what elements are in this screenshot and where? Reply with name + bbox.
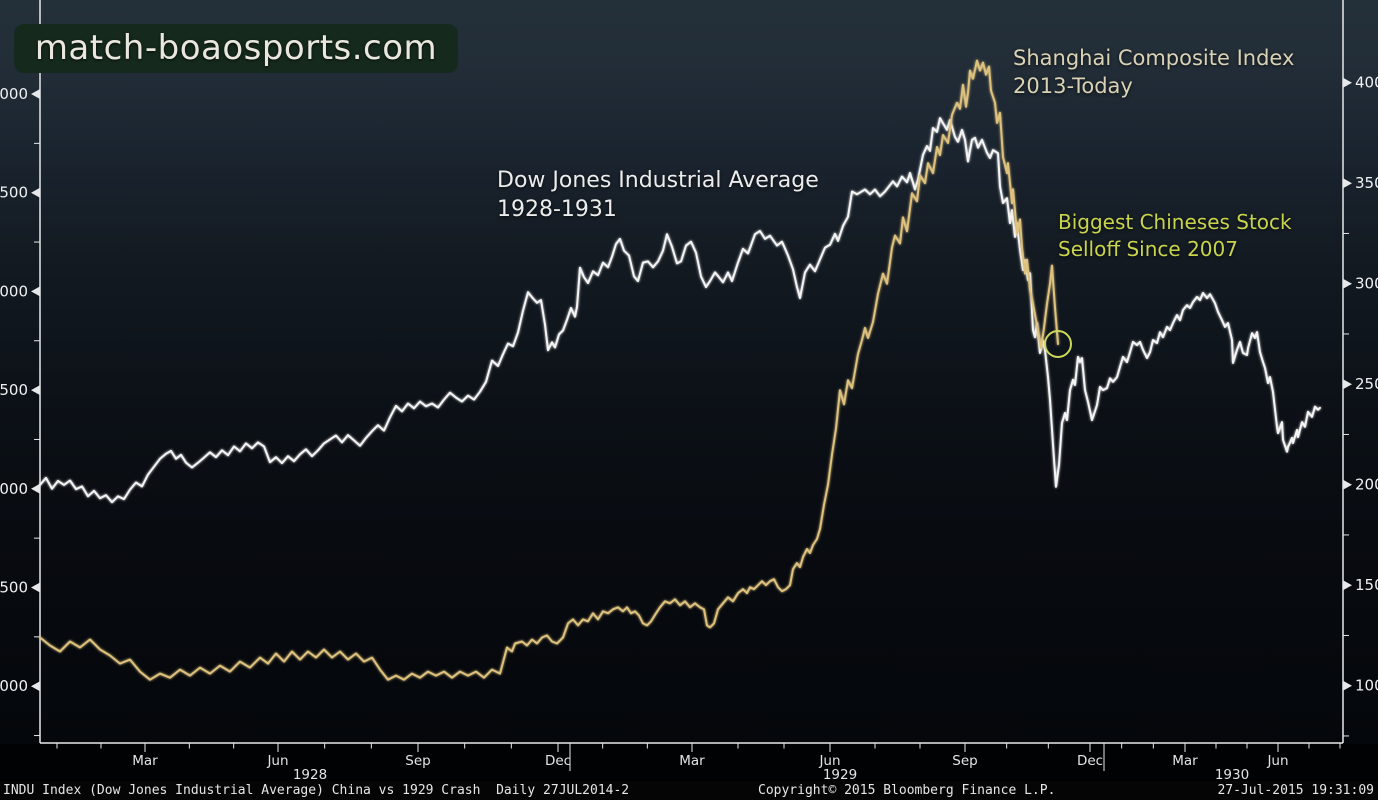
left-axis-tick-label: 3000 bbox=[0, 480, 28, 498]
right-axis-tick-label: 300 bbox=[1355, 275, 1378, 293]
left-axis-tick-marker bbox=[31, 89, 40, 99]
status-copyright: Copyright© 2015 Bloomberg Finance L.P. bbox=[758, 783, 1056, 798]
x-axis-year-label: 1929 bbox=[823, 767, 857, 783]
right-axis-tick-label: 150 bbox=[1355, 576, 1378, 594]
right-axis-tick-marker bbox=[1343, 680, 1352, 691]
x-axis-month-label: Jun bbox=[818, 753, 840, 769]
left-axis-tick-marker bbox=[31, 385, 40, 396]
dow-series-line bbox=[39, 117, 1321, 504]
x-axis-year-label: 1928 bbox=[293, 767, 327, 783]
x-axis-year-label: 1930 bbox=[1215, 767, 1249, 783]
x-axis-month-label: Sep bbox=[405, 753, 430, 769]
right-axis-tick-label: 200 bbox=[1355, 476, 1378, 494]
selloff-annotation-label: Biggest Chineses Stock Selloff Since 200… bbox=[1058, 209, 1292, 263]
selloff-annotation-circle bbox=[1044, 330, 1072, 358]
right-axis-tick-marker bbox=[1343, 580, 1352, 591]
x-axis-month-label: Mar bbox=[1172, 753, 1198, 769]
left-axis-tick-marker bbox=[31, 483, 40, 494]
x-axis-month-label: Jun bbox=[266, 753, 288, 769]
x-axis-month-label: Mar bbox=[132, 753, 158, 769]
status-chart-description: INDU Index (Dow Jones Industrial Average… bbox=[3, 783, 630, 798]
left-axis-tick-marker bbox=[31, 582, 40, 593]
selloff-annotation-line1: Biggest Chineses Stock bbox=[1058, 210, 1292, 234]
left-axis-tick-label: 3500 bbox=[0, 381, 28, 399]
right-axis-tick-label: 400 bbox=[1355, 74, 1378, 92]
left-axis-tick-label: 2500 bbox=[0, 579, 28, 597]
right-axis-tick-marker bbox=[1343, 278, 1352, 289]
x-axis-month-label: Dec bbox=[545, 753, 571, 769]
status-bar: INDU Index (Dow Jones Industrial Average… bbox=[0, 781, 1378, 800]
left-axis-tick-marker bbox=[31, 681, 40, 692]
left-axis-tick-label: 4000 bbox=[0, 282, 28, 300]
dow-series-label: Dow Jones Industrial Average 1928-1931 bbox=[497, 166, 819, 224]
shanghai-series-label-line2: 2013-Today bbox=[1013, 74, 1133, 98]
right-axis-tick-marker bbox=[1343, 479, 1352, 490]
watermark: match-boaosports.com bbox=[14, 24, 458, 73]
shanghai-series-label-line1: Shanghai Composite Index bbox=[1013, 46, 1295, 70]
dow-series-label-line2: 1928-1931 bbox=[497, 197, 617, 222]
right-axis-tick-marker bbox=[1343, 379, 1352, 390]
x-axis-month-label: Dec bbox=[1077, 753, 1103, 769]
right-axis-tick-marker bbox=[1343, 178, 1352, 189]
left-axis-tick-marker bbox=[31, 286, 40, 297]
left-axis-tick-label: 4500 bbox=[0, 184, 28, 202]
shanghai-series-line bbox=[39, 59, 1059, 681]
selloff-annotation-line2: Selloff Since 2007 bbox=[1058, 237, 1238, 261]
right-axis-tick-label: 100 bbox=[1355, 677, 1378, 695]
right-axis-tick-label: 350 bbox=[1355, 174, 1378, 192]
x-axis-month-label: Mar bbox=[679, 753, 705, 769]
shanghai-series-label: Shanghai Composite Index 2013-Today bbox=[1013, 44, 1294, 100]
x-axis-month-label: Sep bbox=[952, 753, 977, 769]
right-axis-tick-label: 250 bbox=[1355, 375, 1378, 393]
right-axis-tick-marker bbox=[1343, 77, 1352, 88]
x-axis-month-label: Jun bbox=[1266, 753, 1288, 769]
left-axis-tick-marker bbox=[31, 187, 40, 198]
left-axis-tick-label: 2000 bbox=[0, 677, 28, 695]
dow-series-label-line1: Dow Jones Industrial Average bbox=[497, 168, 819, 193]
status-timestamp: 27-Jul-2015 19:31:09 bbox=[1217, 783, 1374, 798]
